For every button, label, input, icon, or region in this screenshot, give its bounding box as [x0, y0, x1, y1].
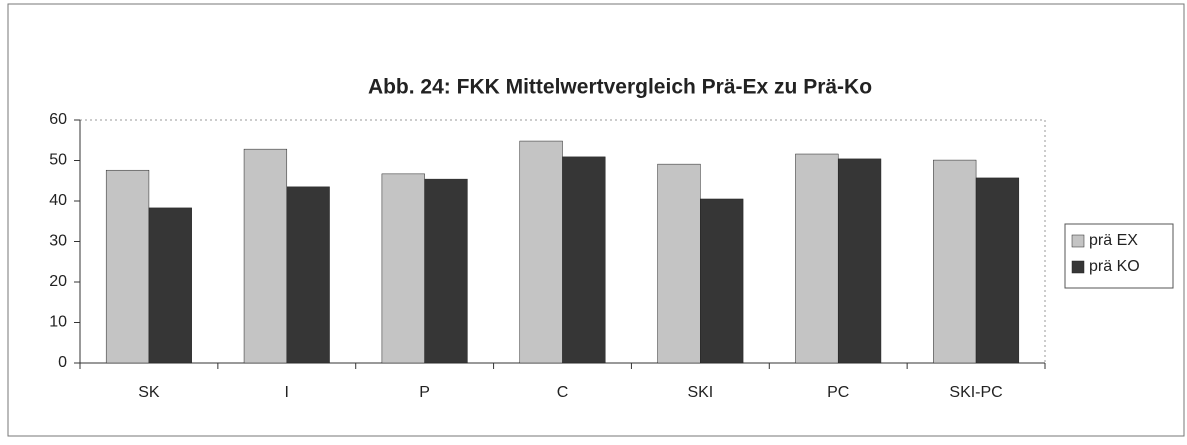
- bar: [424, 178, 468, 364]
- x-tick-label: SKI: [687, 384, 713, 401]
- bar: [105, 169, 150, 364]
- y-tick-label: 40: [49, 192, 67, 209]
- bar: [837, 158, 882, 364]
- bar: [975, 177, 1020, 364]
- x-tick-label: P: [419, 384, 430, 401]
- x-tick-label: PC: [827, 384, 849, 401]
- y-tick-label: 0: [58, 354, 67, 371]
- y-tick-label: 10: [49, 314, 67, 331]
- y-tick-label: 20: [49, 273, 67, 290]
- bar: [562, 156, 606, 364]
- x-tick-label: SKI-PC: [949, 384, 1002, 401]
- y-tick-label: 30: [49, 233, 67, 250]
- y-tick-label: 50: [49, 152, 67, 169]
- bar: [700, 198, 744, 364]
- legend-label: prä EX: [1089, 232, 1138, 249]
- x-tick-label: I: [285, 384, 289, 401]
- bar: [795, 153, 839, 364]
- legend-swatch: [1071, 260, 1085, 274]
- legend-box: [1064, 223, 1174, 289]
- bar: [243, 148, 288, 364]
- x-tick-label: SK: [138, 384, 160, 401]
- y-tick-label: 60: [49, 111, 67, 128]
- bar: [933, 159, 977, 364]
- chart-title: Abb. 24: FKK Mittelwertvergleich Prä-Ex …: [368, 76, 872, 99]
- bar: [657, 163, 701, 364]
- bar: [148, 207, 192, 364]
- bar: [286, 186, 330, 364]
- legend-swatch: [1071, 234, 1085, 248]
- bar: [519, 140, 563, 364]
- x-tick-label: C: [557, 384, 569, 401]
- legend-label: prä KO: [1089, 258, 1140, 275]
- bar: [381, 173, 425, 364]
